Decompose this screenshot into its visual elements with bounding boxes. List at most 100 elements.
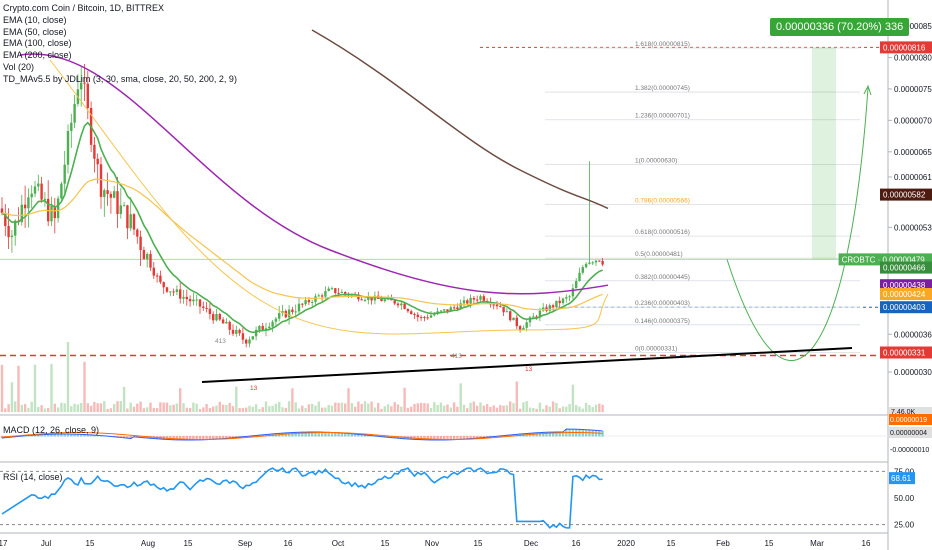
- candle-body: [195, 299, 198, 301]
- macd-histogram-bar: [37, 434, 40, 437]
- candle-body: [221, 319, 225, 324]
- candle-body: [113, 191, 116, 198]
- volume-bar: [561, 406, 565, 412]
- legend-ema50[interactable]: EMA (50, close): [3, 26, 67, 37]
- candle-body: [307, 300, 311, 303]
- legend-ema200[interactable]: EMA (200, close): [3, 50, 72, 61]
- macd-histogram-bar: [83, 434, 86, 437]
- candle-body: [132, 214, 136, 230]
- volume-bar: [551, 401, 555, 412]
- volume-bar: [584, 402, 588, 412]
- candle-body: [449, 307, 452, 312]
- candle-body: [215, 314, 218, 321]
- macd-histogram-bar: [314, 432, 317, 437]
- macd-axis-label: 0.00000019: [890, 417, 927, 424]
- volume-bar: [188, 407, 192, 412]
- macd-histogram-bar: [182, 436, 185, 441]
- rsi-legend[interactable]: RSI (14, close): [3, 472, 63, 482]
- volume-bar: [568, 404, 571, 412]
- candle-body: [198, 299, 202, 307]
- macd-axis-label: -0.00000010: [890, 447, 929, 454]
- volume-bar: [33, 364, 37, 412]
- candle-body: [429, 315, 433, 318]
- candle-body: [505, 311, 509, 313]
- symbol-title: Crypto.com Coin / Bitcoin, 1D, BITTREX: [3, 3, 165, 13]
- td-count-marker: 413: [451, 353, 462, 360]
- fib-label: 0.786(0.00000566): [635, 198, 690, 205]
- volume-bar: [466, 408, 469, 412]
- legend-td-ma[interactable]: TD_MAv5.5 by JDLim (3, 30, sma, close, 2…: [3, 73, 237, 84]
- macd-legend[interactable]: MACD (12, 26, close, 9): [3, 425, 100, 435]
- macd-histogram-bar: [195, 436, 198, 441]
- macd-histogram-bar: [307, 432, 311, 437]
- legend-ema10[interactable]: EMA (10, close): [3, 14, 67, 25]
- candle-body: [469, 297, 472, 304]
- candle-body: [60, 183, 63, 199]
- volume-bar: [17, 365, 20, 412]
- volume-bar: [83, 361, 86, 412]
- candle-body: [179, 289, 182, 299]
- candle-body: [396, 303, 400, 306]
- macd-histogram-bar: [439, 436, 443, 441]
- macd-histogram-bar: [0, 436, 4, 439]
- candle-body: [23, 204, 27, 209]
- macd-histogram-bar: [446, 436, 449, 441]
- volume-bar: [307, 404, 311, 412]
- volume-bar: [155, 408, 159, 412]
- volume-bar: [119, 401, 122, 412]
- rsi-axis-label: 50.00: [894, 494, 915, 503]
- volume-bar: [218, 401, 221, 412]
- volume-bar: [575, 405, 578, 412]
- rsi-line: [1, 467, 603, 529]
- macd-histogram-bar: [60, 434, 63, 437]
- volume-bar: [373, 407, 377, 412]
- volume-bar: [14, 401, 17, 412]
- macd-histogram-bar: [459, 436, 462, 440]
- candle-body: [103, 190, 106, 197]
- volume-bar: [182, 403, 185, 412]
- volume-bar: [80, 402, 83, 412]
- legend-ema100[interactable]: EMA (100, close): [3, 38, 72, 49]
- legend-volume[interactable]: Vol (20): [3, 61, 35, 72]
- time-axis-label: 15: [667, 539, 676, 548]
- candle-body: [287, 309, 291, 318]
- candle-body: [208, 308, 212, 315]
- macd-histogram-bar: [558, 432, 561, 437]
- fib-label: 0.5(0.00000481): [635, 251, 683, 258]
- volume-bar: [459, 383, 462, 412]
- volume-bar: [116, 401, 119, 412]
- volume-bar: [139, 401, 142, 412]
- macd-histogram-bar: [93, 435, 96, 437]
- candle-body: [30, 193, 33, 198]
- candle-body: [598, 260, 601, 262]
- macd-histogram-bar: [340, 433, 344, 437]
- candle-body: [532, 316, 535, 318]
- time-axis-label: 16: [572, 539, 581, 548]
- macd-histogram-bar: [96, 435, 99, 437]
- volume-bar: [89, 405, 93, 412]
- volume-bar: [449, 407, 452, 412]
- candle-body: [254, 329, 258, 337]
- macd-histogram-bar: [294, 432, 297, 437]
- macd-histogram-bar: [30, 435, 33, 437]
- candle-body: [50, 206, 53, 222]
- macd-histogram-bar: [221, 436, 225, 440]
- candle-body: [235, 330, 238, 334]
- volume-bar: [469, 402, 472, 412]
- volume-bar: [63, 403, 66, 412]
- volume-bar: [317, 401, 320, 412]
- macd-histogram-bar: [334, 432, 337, 437]
- volume-bar: [433, 402, 436, 412]
- candle-body: [522, 327, 525, 331]
- volume-bar: [558, 408, 561, 412]
- candle-body: [419, 317, 423, 319]
- volume-bar: [548, 406, 551, 412]
- macd-histogram-bar: [218, 436, 221, 440]
- macd-histogram-bar: [43, 434, 47, 437]
- candle-body: [202, 306, 205, 308]
- volume-bar: [284, 407, 287, 412]
- price-tag-bg: [880, 346, 932, 359]
- candle-body: [40, 183, 43, 200]
- candle-body: [122, 205, 126, 207]
